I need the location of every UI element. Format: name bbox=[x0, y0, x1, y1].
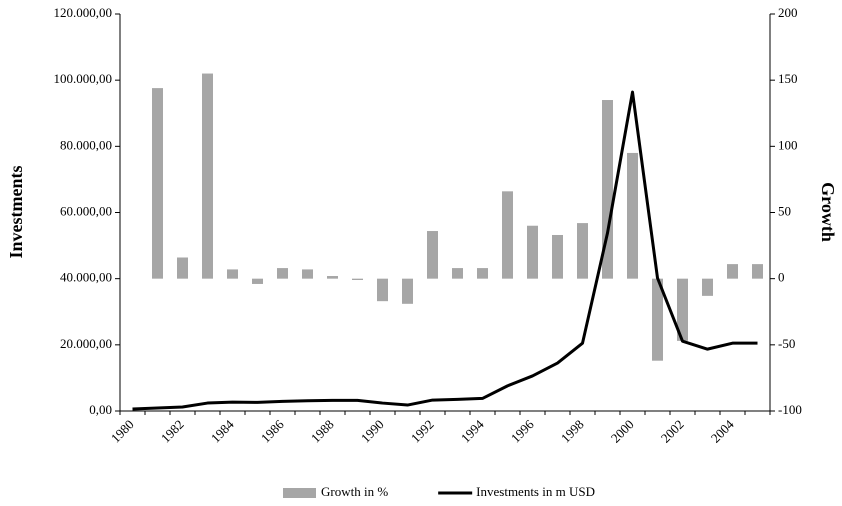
y-tick-label: 100.000,00 bbox=[54, 71, 113, 86]
legend-label: Growth in % bbox=[321, 484, 388, 499]
legend-swatch bbox=[283, 488, 316, 498]
y-tick-label: 40.000,00 bbox=[60, 270, 112, 285]
x-tick-label: 2002 bbox=[658, 417, 687, 446]
bar bbox=[652, 278, 663, 361]
legend-label: Investments in m USD bbox=[476, 484, 595, 499]
x-tick-label: 1994 bbox=[458, 416, 487, 445]
bar bbox=[602, 100, 613, 279]
bar bbox=[252, 278, 263, 284]
line bbox=[132, 90, 758, 411]
bar bbox=[427, 231, 438, 279]
x-tick-label: 1980 bbox=[108, 417, 137, 446]
bar bbox=[452, 268, 463, 279]
y2-tick-label: 150 bbox=[778, 71, 798, 86]
x-tick-label: 1996 bbox=[508, 416, 537, 445]
bar bbox=[552, 234, 563, 279]
bar bbox=[727, 264, 738, 279]
x-tick-label: 1992 bbox=[408, 417, 437, 446]
y-tick-label: 120.000,00 bbox=[54, 5, 113, 20]
y2-tick-label: -100 bbox=[778, 402, 802, 417]
x-tick-label: 2000 bbox=[608, 417, 637, 446]
bar bbox=[302, 269, 313, 279]
y2-tick-label: 50 bbox=[778, 203, 791, 218]
bar bbox=[227, 269, 238, 279]
y-tick-label: 60.000,00 bbox=[60, 203, 112, 218]
y-tick-label: 0,00 bbox=[89, 402, 112, 417]
y2-tick-label: 0 bbox=[778, 270, 785, 285]
bar bbox=[327, 276, 338, 279]
x-tick-label: 1998 bbox=[558, 417, 587, 446]
bar bbox=[577, 223, 588, 279]
bar bbox=[702, 278, 713, 296]
y2-tick-label: -50 bbox=[778, 336, 795, 351]
bar bbox=[402, 278, 413, 304]
x-tick-label: 1984 bbox=[208, 416, 237, 445]
y-tick-label: 80.000,00 bbox=[60, 137, 112, 152]
bar bbox=[377, 278, 388, 302]
bar bbox=[677, 278, 688, 341]
y-axis-title: Investments bbox=[6, 166, 26, 259]
x-tick-label: 1990 bbox=[358, 417, 387, 446]
x-tick-label: 2004 bbox=[708, 416, 737, 445]
y2-axis-title: Growth bbox=[818, 182, 838, 242]
x-tick-label: 1982 bbox=[158, 417, 187, 446]
x-tick-label: 1988 bbox=[308, 417, 337, 446]
bar bbox=[627, 152, 638, 279]
bar bbox=[352, 278, 363, 280]
y-tick-label: 20.000,00 bbox=[60, 336, 112, 351]
bar bbox=[502, 191, 513, 279]
bar bbox=[152, 88, 163, 279]
y2-tick-label: 100 bbox=[778, 137, 798, 152]
bar bbox=[277, 268, 288, 279]
bar bbox=[527, 225, 538, 279]
bar bbox=[752, 264, 763, 279]
bar bbox=[477, 268, 488, 279]
y2-tick-label: 200 bbox=[778, 5, 798, 20]
x-tick-label: 1986 bbox=[258, 416, 287, 445]
bar bbox=[202, 73, 213, 279]
bar bbox=[177, 257, 188, 279]
